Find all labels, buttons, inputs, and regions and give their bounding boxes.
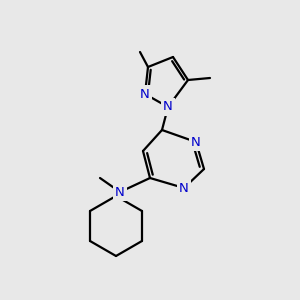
Text: N: N (140, 88, 150, 100)
Text: N: N (163, 100, 173, 113)
Text: N: N (179, 182, 189, 194)
Text: N: N (191, 136, 201, 148)
Text: N: N (115, 185, 125, 199)
